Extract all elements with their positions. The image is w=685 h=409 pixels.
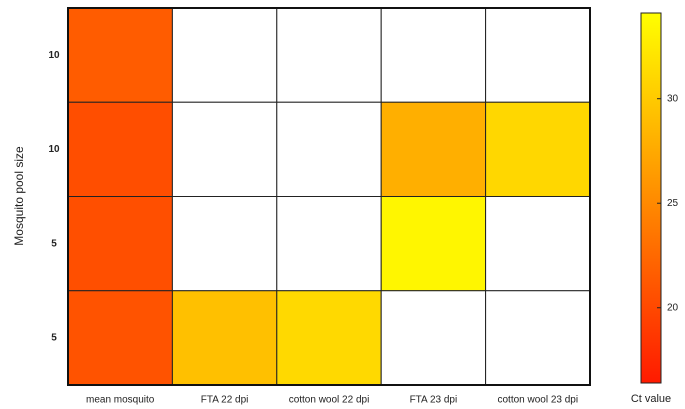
x-tick-label: mean mosquito (86, 395, 155, 406)
empty-cell (171, 101, 278, 197)
cell (485, 101, 591, 197)
cell (276, 290, 382, 386)
x-tick-label: FTA 22 dpi (201, 395, 249, 406)
cell (67, 7, 173, 103)
y-tick-label: 10 (48, 144, 60, 155)
cell (380, 196, 487, 292)
empty-cell (276, 7, 382, 103)
empty-cell (380, 7, 487, 103)
cell (380, 101, 487, 197)
x-tick-label: FTA 23 dpi (410, 395, 458, 406)
x-tick-label: cotton wool 22 dpi (289, 395, 370, 406)
colorbar-tick-label: 30 (667, 93, 679, 104)
colorbar-tick-label: 20 (667, 302, 679, 313)
empty-cell (485, 196, 591, 292)
empty-cell (276, 101, 382, 197)
colorbar-label: Ct value (631, 393, 671, 405)
y-tick-label: 5 (51, 333, 57, 344)
y-tick-label: 5 (51, 238, 57, 249)
x-tick-label: cotton wool 23 dpi (497, 395, 578, 406)
colorbar (640, 12, 662, 384)
plot-frame (67, 7, 591, 386)
empty-cell (380, 290, 487, 386)
empty-cell (276, 196, 382, 292)
empty-cell (485, 7, 591, 103)
y-tick-label: 10 (48, 50, 60, 61)
empty-cell (171, 7, 278, 103)
cell (171, 290, 278, 386)
empty-cell (485, 290, 591, 386)
cell (67, 196, 173, 292)
empty-cell (171, 196, 278, 292)
colorbar-tick-label: 25 (667, 198, 679, 209)
cell (67, 101, 173, 197)
y-axis-label: Mosquito pool size (12, 146, 26, 246)
cell (67, 290, 173, 386)
